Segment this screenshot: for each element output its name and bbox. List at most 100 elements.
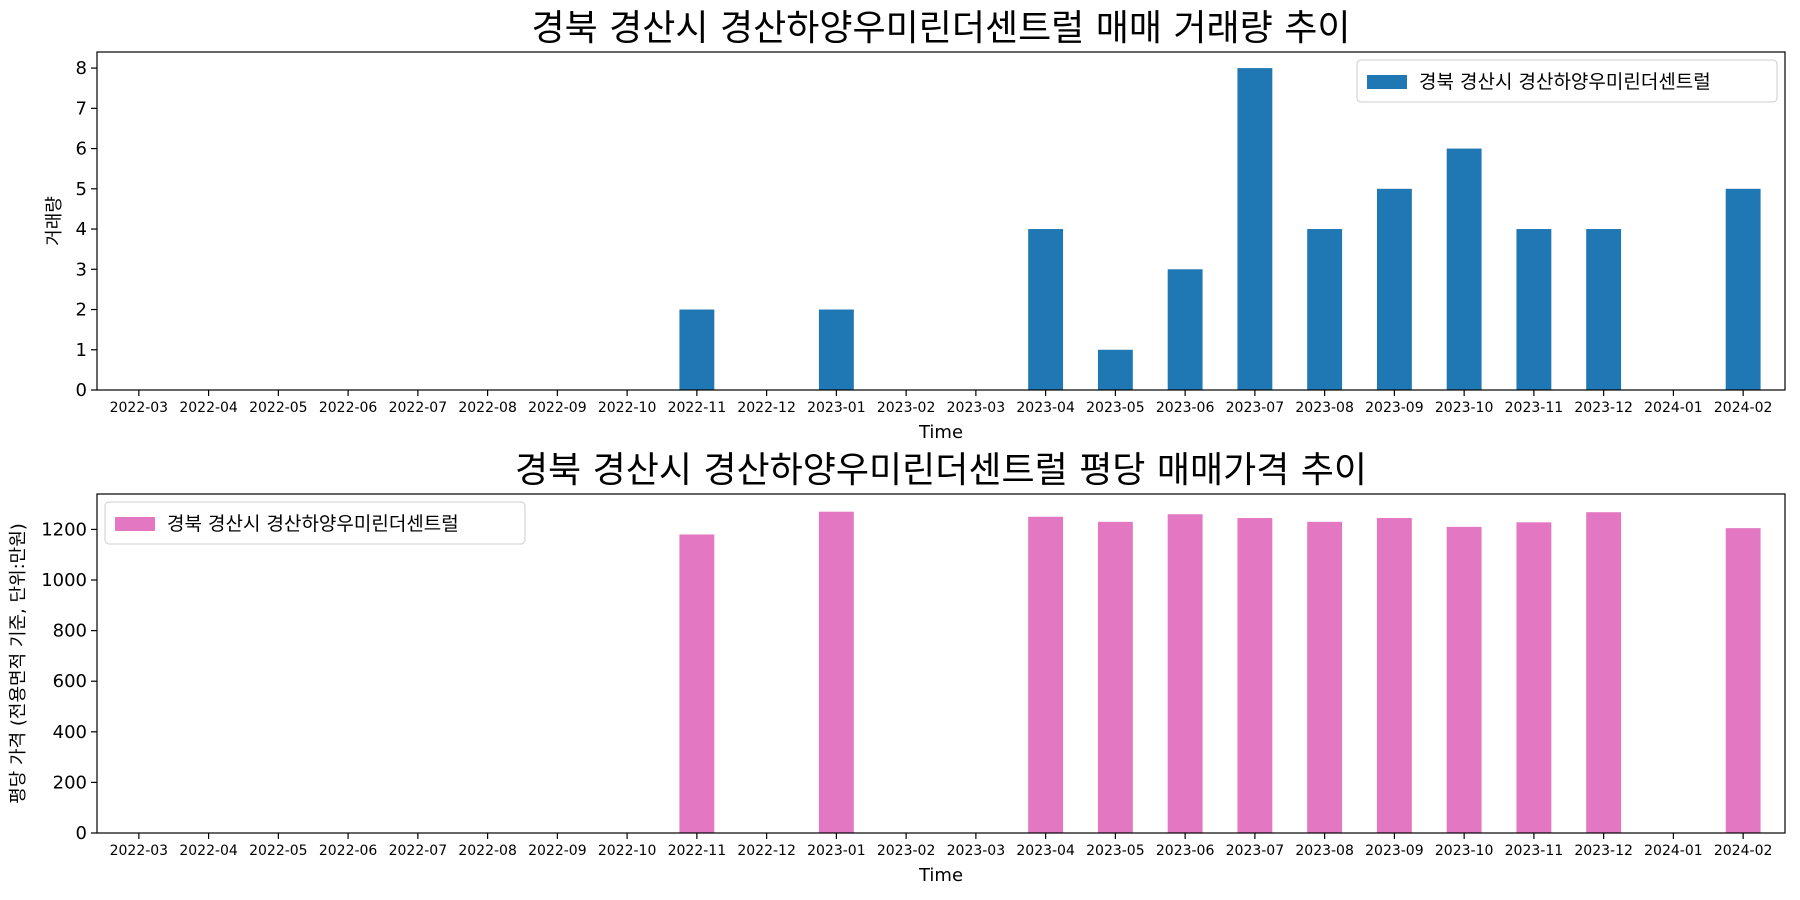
legend-box [1356, 59, 1778, 103]
x-tick-label: 2024-02 [1714, 843, 1773, 859]
x-tick-label: 2023-06 [1156, 843, 1215, 859]
y-tick-label: 3 [76, 259, 87, 280]
bar-2023-05 [1097, 349, 1133, 390]
x-tick-label: 2022-07 [389, 843, 448, 859]
axes-frame [96, 51, 1786, 391]
x-tick-label: 2024-02 [1714, 400, 1773, 416]
x-tick-label: 2023-04 [1016, 843, 1075, 859]
bar-2023-04 [1028, 516, 1064, 833]
x-tick-label: 2024-01 [1644, 400, 1703, 416]
x-tick-label: 2023-05 [1086, 843, 1145, 859]
price-chart: 경북 경산시 경산하양우미린더센트럴 평당 매매가격 추이 0 200 400 600 8… [8, 450, 1786, 886]
bar-2023-08 [1307, 521, 1343, 833]
bar-2023-07 [1237, 68, 1273, 390]
x-tick-label: 2022-06 [319, 843, 378, 859]
x-tick-label: 2023-08 [1295, 400, 1354, 416]
legend: 경북 경산시 경산하양우미린더센트럴 [104, 501, 526, 545]
volume-chart: 경북 경산시 경산하양우미린더센트럴 매매 거래량 추이 0 1 2 3 4 5 6 7 8 202… [44, 8, 1786, 443]
x-tick-label: 2023-11 [1505, 843, 1564, 859]
y-tick-label: 8 [76, 58, 87, 79]
x-tick-label: 2023-11 [1505, 400, 1564, 416]
bar-2023-12 [1586, 229, 1622, 390]
x-tick-label: 2022-12 [737, 843, 796, 859]
y-tick-label: 1000 [41, 570, 87, 591]
x-tick-label: 2022-04 [179, 400, 238, 416]
y-tick-label: 6 [76, 139, 87, 160]
legend-label: 경북 경산시 경산하양우미린더센트럴 [1419, 71, 1711, 93]
y-tick-label: 0 [76, 823, 87, 844]
bar-2023-01 [818, 511, 854, 833]
x-tick-label: 2022-04 [179, 843, 238, 859]
legend-label: 경북 경산시 경산하양우미린더센트럴 [167, 513, 459, 535]
y-tick-label: 1 [76, 340, 87, 361]
bar-2023-04 [1028, 229, 1064, 390]
bar-2022-11 [679, 534, 715, 833]
bar-2023-08 [1307, 229, 1343, 390]
x-tick-label: 2022-09 [528, 400, 587, 416]
bar-2023-07 [1237, 518, 1273, 833]
y-axis-label: 평당 가격 (전용면적 기준, 단위:만원) [8, 523, 29, 804]
bar-2023-12 [1586, 512, 1622, 833]
x-tick-label: 2022-03 [110, 843, 169, 859]
chart-title: 경북 경산시 경산하양우미린더센트럴 매매 거래량 추이 [532, 8, 1351, 49]
legend-box [104, 501, 526, 545]
bar-2023-11 [1516, 229, 1552, 390]
bar-2023-10 [1446, 148, 1482, 390]
y-tick-label: 7 [76, 98, 87, 119]
y-tick-label: 2 [76, 300, 87, 321]
bar-2024-02 [1725, 528, 1761, 833]
x-tick-label: 2022-09 [528, 843, 587, 859]
y-tick-label: 400 [53, 722, 87, 743]
bar-2022-11 [679, 309, 715, 390]
x-tick-label: 2023-09 [1365, 400, 1424, 416]
bar-2023-06 [1167, 514, 1203, 833]
bar-2023-06 [1167, 269, 1203, 390]
x-tick-label: 2022-08 [458, 843, 517, 859]
bar-2023-11 [1516, 522, 1552, 833]
y-axis-label: 거래량 [44, 196, 65, 246]
legend-swatch [1367, 75, 1407, 89]
x-tick-label: 2022-03 [110, 400, 169, 416]
x-tick-label: 2022-05 [249, 400, 308, 416]
x-tick-label: 2022-10 [598, 843, 657, 859]
x-tick-label: 2023-12 [1574, 843, 1633, 859]
bar-2023-01 [818, 309, 854, 390]
x-tick-label: 2023-12 [1574, 400, 1633, 416]
bar-2023-09 [1376, 188, 1412, 390]
x-axis-label: Time [918, 865, 963, 886]
x-tick-label: 2022-05 [249, 843, 308, 859]
x-tick-label: 2023-01 [807, 400, 866, 416]
legend-swatch [115, 517, 155, 531]
x-tick-label: 2023-07 [1226, 400, 1285, 416]
bar-2023-10 [1446, 526, 1482, 833]
bar-2023-09 [1376, 518, 1412, 833]
y-tick-label: 0 [76, 380, 87, 401]
x-tick-label: 2023-01 [807, 843, 866, 859]
x-tick-label: 2022-12 [737, 400, 796, 416]
y-tick-label: 1200 [41, 519, 87, 540]
x-tick-label: 2022-10 [598, 400, 657, 416]
y-tick-label: 4 [76, 219, 87, 240]
x-tick-label: 2023-10 [1435, 843, 1494, 859]
x-tick-label: 2023-04 [1016, 400, 1075, 416]
x-tick-label: 2023-09 [1365, 843, 1424, 859]
y-tick-label: 200 [53, 772, 87, 793]
x-tick-label: 2022-11 [668, 400, 727, 416]
x-tick-label: 2022-06 [319, 400, 378, 416]
legend: 경북 경산시 경산하양우미린더센트럴 [1356, 59, 1778, 103]
x-tick-label: 2023-02 [877, 843, 936, 859]
x-tick-label: 2023-06 [1156, 400, 1215, 416]
axes-frame [96, 493, 1786, 834]
x-tick-label: 2023-08 [1295, 843, 1354, 859]
x-tick-label: 2023-02 [877, 400, 936, 416]
bar-2024-02 [1725, 188, 1761, 390]
chart-title: 경북 경산시 경산하양우미린더센트럴 평당 매매가격 추이 [515, 450, 1367, 491]
x-tick-label: 2023-05 [1086, 400, 1145, 416]
y-tick-label: 800 [53, 621, 87, 642]
x-tick-label: 2022-08 [458, 400, 517, 416]
bar-2023-05 [1097, 521, 1133, 833]
x-tick-label: 2024-01 [1644, 843, 1703, 859]
x-tick-label: 2023-03 [947, 843, 1006, 859]
x-axis-label: Time [918, 422, 963, 443]
